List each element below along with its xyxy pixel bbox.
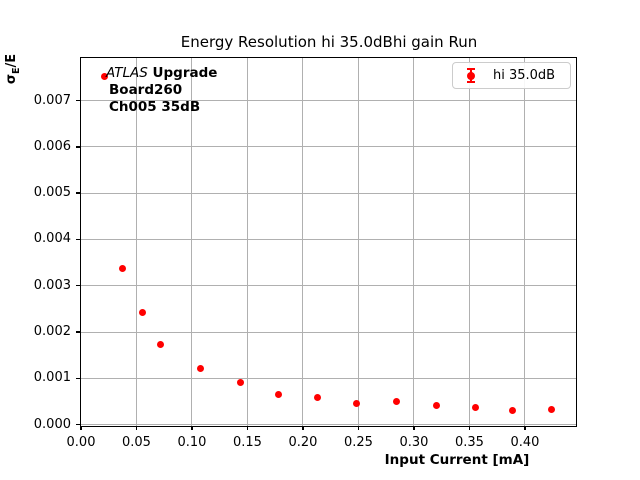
legend: hi 35.0dB <box>452 62 571 89</box>
data-point <box>237 379 245 387</box>
data-point <box>118 264 126 272</box>
y-tick-label: 0.005 <box>33 185 71 201</box>
ylabel-sigma: σ <box>4 74 20 85</box>
x-tick-label: 0.10 <box>177 435 207 450</box>
data-point <box>509 406 517 414</box>
x-gridline <box>524 58 526 426</box>
y-gridline <box>81 331 576 333</box>
x-tick-label: 0.30 <box>399 435 429 450</box>
x-tick-mark <box>468 426 471 430</box>
y-gridline <box>81 238 576 240</box>
x-tick-mark <box>302 426 304 430</box>
y-gridline <box>81 285 576 287</box>
errorbar-marker-icon <box>463 66 479 85</box>
x-tick-label: 0.15 <box>232 435 262 450</box>
x-tick-label: 0.35 <box>454 435 484 450</box>
y-axis-label: σE/E <box>4 54 22 84</box>
x-gridline <box>468 58 470 426</box>
data-point <box>352 399 360 407</box>
chart-title: Energy Resolution hi 35.0dBhi gain Run <box>180 33 478 51</box>
data-point <box>313 394 321 402</box>
x-tick-mark <box>80 426 82 430</box>
y-tick-mark <box>75 238 80 241</box>
y-tick-mark <box>75 192 80 194</box>
x-tick-mark <box>357 426 360 430</box>
y-tick-label: 0.006 <box>33 138 71 154</box>
y-tick-label: 0.001 <box>33 370 71 386</box>
annotation-line-3: Ch005 35dB <box>109 99 201 115</box>
y-tick-label: 0.000 <box>33 416 71 432</box>
x-tick-label: 0.05 <box>122 435 151 450</box>
y-tick-mark <box>75 423 80 426</box>
errorbar-dot <box>467 72 475 80</box>
data-point <box>275 391 283 399</box>
ylabel-subscript: E <box>10 67 22 75</box>
y-tick-mark <box>75 146 80 148</box>
y-tick-label: 0.002 <box>33 324 71 340</box>
y-gridline <box>81 192 576 194</box>
y-tick-mark <box>75 99 80 102</box>
data-point <box>100 72 108 80</box>
x-axis-label: Input Current [mA] <box>384 452 530 468</box>
x-tick-mark <box>191 426 193 430</box>
upgrade-label: Upgrade <box>152 65 218 81</box>
x-tick-mark <box>135 426 138 430</box>
x-tick-mark <box>413 426 415 430</box>
y-tick-mark <box>75 377 80 380</box>
errorbar-cap-bottom <box>467 81 475 83</box>
x-tick-label: 0.25 <box>343 435 373 450</box>
x-tick-label: 0.40 <box>510 435 540 450</box>
x-gridline <box>191 58 193 426</box>
x-tick-label: 0.20 <box>288 435 318 450</box>
x-gridline <box>246 58 248 426</box>
x-tick-mark <box>524 426 526 430</box>
annotation-line-2: Board260 <box>109 82 183 98</box>
data-point <box>138 308 146 316</box>
data-point <box>157 341 165 349</box>
y-tick-label: 0.003 <box>33 277 71 293</box>
y-gridline <box>81 377 576 379</box>
x-gridline <box>135 58 137 426</box>
y-gridline <box>81 146 576 148</box>
plot-area: 0.00 0.05 0.10 0.15 0.20 0.25 0.30 0.35 0.40 0.00… <box>34 57 577 450</box>
y-tick-mark <box>75 284 80 287</box>
data-point <box>197 365 205 373</box>
data-point <box>548 405 556 413</box>
data-point <box>432 401 440 409</box>
x-gridline <box>302 58 304 426</box>
y-gridline <box>81 100 576 102</box>
annotation: ATLAS Upgrade Board260 Ch005 35dB <box>106 65 217 116</box>
x-tick-mark <box>246 426 249 430</box>
data-point <box>471 404 479 412</box>
y-tick-label: 0.007 <box>33 92 71 108</box>
y-tick-mark <box>75 331 80 333</box>
errorbar-cap-top <box>467 68 475 70</box>
data-point <box>392 398 400 406</box>
ylabel-rest: /E <box>4 53 20 68</box>
y-gridline <box>81 424 576 426</box>
x-gridline <box>413 58 415 426</box>
atlas-label: ATLAS <box>106 65 148 81</box>
y-tick-label: 0.004 <box>33 231 71 247</box>
annotation-line-1: ATLAS Upgrade <box>106 65 217 82</box>
x-tick-label: 0.00 <box>66 435 96 450</box>
legend-label: hi 35.0dB <box>493 68 556 83</box>
x-gridline <box>357 58 359 426</box>
